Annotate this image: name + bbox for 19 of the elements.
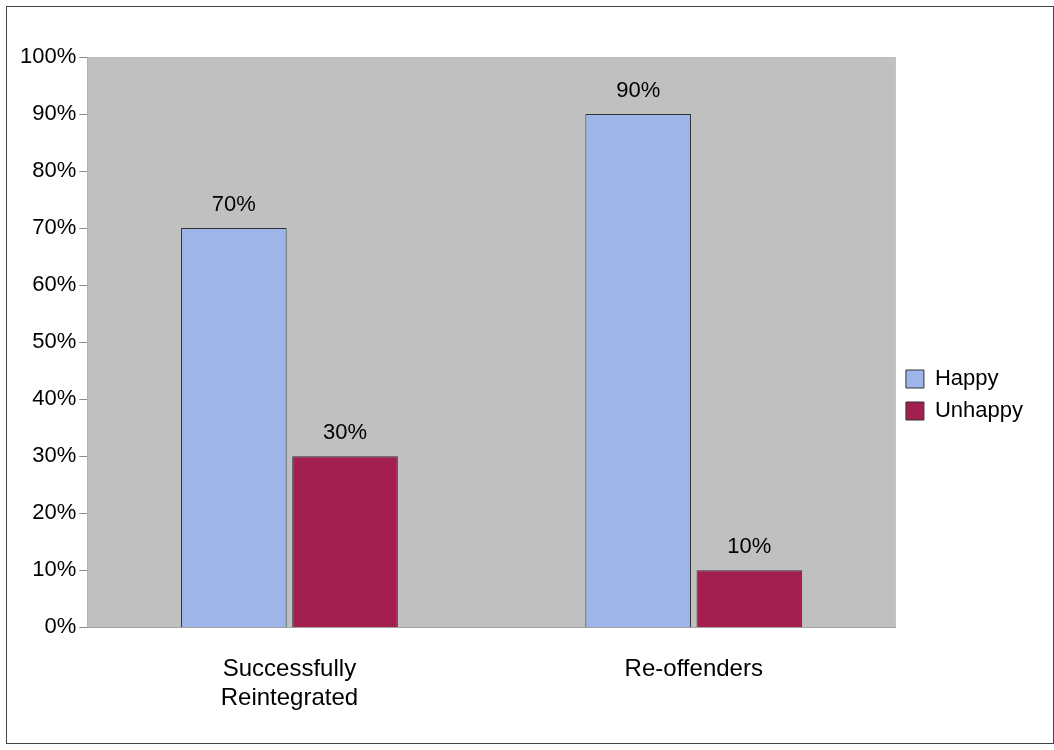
x-tick-label: Successfully Reintegrated <box>220 654 359 711</box>
legend-label: Happy <box>934 365 999 391</box>
y-tick-label: 20% <box>32 499 77 525</box>
data-label: 10% <box>727 533 772 559</box>
y-tick-label: 10% <box>32 556 77 582</box>
y-tick-label: 90% <box>32 100 77 126</box>
y-tick-label: 80% <box>32 157 77 183</box>
data-label: 70% <box>211 191 256 217</box>
y-tick-label: 40% <box>32 385 77 411</box>
data-label: 30% <box>323 419 368 445</box>
y-tick-label: 50% <box>32 328 77 354</box>
y-tick-label: 100% <box>19 43 77 69</box>
y-tick-label: 0% <box>44 613 77 639</box>
legend-label: Unhappy <box>934 397 1024 423</box>
y-tick-label: 60% <box>32 271 77 297</box>
x-tick-label: Re-offenders <box>624 654 763 682</box>
data-label: 90% <box>616 77 661 103</box>
y-tick-label: 30% <box>32 442 77 468</box>
y-tick-label: 70% <box>32 214 77 240</box>
